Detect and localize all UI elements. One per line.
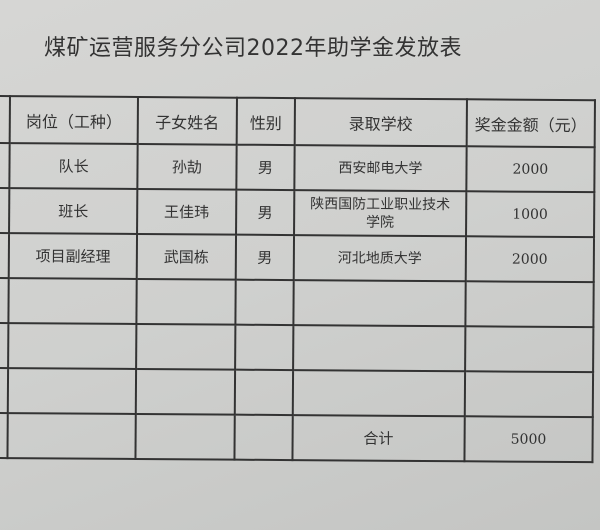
table-row: 项目副经理 武国栋 男 河北地质大学 2000 — [0, 233, 595, 283]
empty-row — [0, 368, 594, 418]
empty-row — [0, 278, 594, 328]
header-position: 岗位（工种） — [10, 96, 138, 144]
header-school: 录取学校 — [294, 98, 467, 147]
gender-cell: 男 — [235, 189, 295, 236]
gender-cell: 男 — [236, 144, 295, 191]
cut-off-cell — [0, 188, 10, 234]
header-amount: 奖金金额（元） — [466, 99, 595, 148]
header-gender: 性别 — [236, 97, 295, 146]
school-cell: 西安邮电大学 — [294, 145, 467, 192]
table-row: 队长 孙劼 男 西安邮电大学 2000 — [0, 143, 595, 193]
school-cell: 河北地质大学 — [293, 235, 466, 282]
total-row: 合计 5000 — [0, 412, 593, 463]
amount-cell: 2000 — [466, 146, 595, 193]
position-cell: 项目副经理 — [9, 233, 137, 279]
cut-off-cell — [0, 143, 11, 189]
empty-row — [0, 323, 594, 373]
total-amount: 5000 — [464, 416, 593, 463]
school-cell: 陕西国防工业职业技术学院 — [294, 190, 467, 237]
position-cell: 队长 — [9, 143, 138, 189]
table-header-row: 岗位（工种） 子女姓名 性别 录取学校 奖金金额（元） — [0, 96, 595, 148]
header-child-name: 子女姓名 — [137, 96, 237, 145]
name-cell: 王佳玮 — [136, 188, 237, 235]
gender-cell: 男 — [235, 234, 295, 281]
position-cell: 班长 — [9, 188, 138, 234]
cut-off-column — [0, 96, 11, 144]
table-row: 班长 王佳玮 男 陕西国防工业职业技术学院 1000 — [0, 188, 595, 238]
grant-table: 岗位（工种） 子女姓名 性别 录取学校 奖金金额（元） 队长 孙劼 男 西安邮电… — [0, 95, 596, 463]
cut-off-cell — [0, 233, 10, 279]
document-title: 煤矿运营服务分公司2022年助学金发放表 — [44, 36, 462, 61]
total-label: 合计 — [292, 415, 465, 462]
name-cell: 武国栋 — [136, 233, 236, 280]
amount-cell: 2000 — [465, 236, 595, 283]
name-cell: 孙劼 — [137, 143, 237, 190]
amount-cell: 1000 — [465, 191, 595, 238]
